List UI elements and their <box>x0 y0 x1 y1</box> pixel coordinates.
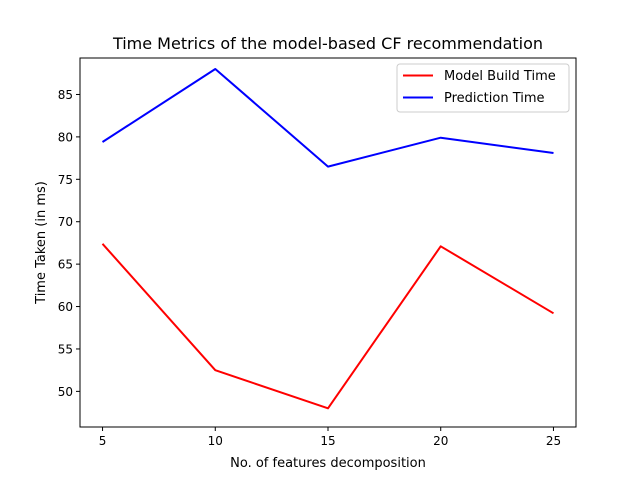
x-axis: 5 10 15 20 25 <box>99 427 561 448</box>
x-tick-label: 5 <box>99 434 107 448</box>
legend: Model Build Time Prediction Time <box>396 63 570 113</box>
y-tick-label: 55 <box>58 342 73 356</box>
y-tick-label: 75 <box>58 173 73 187</box>
legend-label-model-build-time: Model Build Time <box>444 69 556 84</box>
y-tick-label: 85 <box>58 88 73 102</box>
chart-title: Time Metrics of the model-based CF recom… <box>112 34 543 53</box>
x-tick-label: 20 <box>433 434 448 448</box>
x-tick-label: 10 <box>208 434 223 448</box>
y-axis-label: Time Taken (in ms) <box>34 181 49 305</box>
series-line-prediction-time <box>101 68 554 168</box>
legend-box <box>396 63 570 113</box>
series-layer <box>101 68 555 410</box>
x-tick-label: 15 <box>320 434 335 448</box>
series-line-model-build-time <box>101 243 555 410</box>
y-tick-label: 70 <box>58 215 73 229</box>
x-tick-label: 25 <box>546 434 561 448</box>
y-tick-label: 60 <box>58 300 73 314</box>
y-tick-label: 50 <box>58 385 73 399</box>
y-axis: 50 55 60 65 70 75 80 85 <box>58 88 80 399</box>
y-tick-label: 80 <box>58 130 73 144</box>
x-axis-label: No. of features decomposition <box>230 456 426 471</box>
legend-label-prediction-time: Prediction Time <box>444 91 545 106</box>
y-tick-label: 65 <box>58 258 73 272</box>
